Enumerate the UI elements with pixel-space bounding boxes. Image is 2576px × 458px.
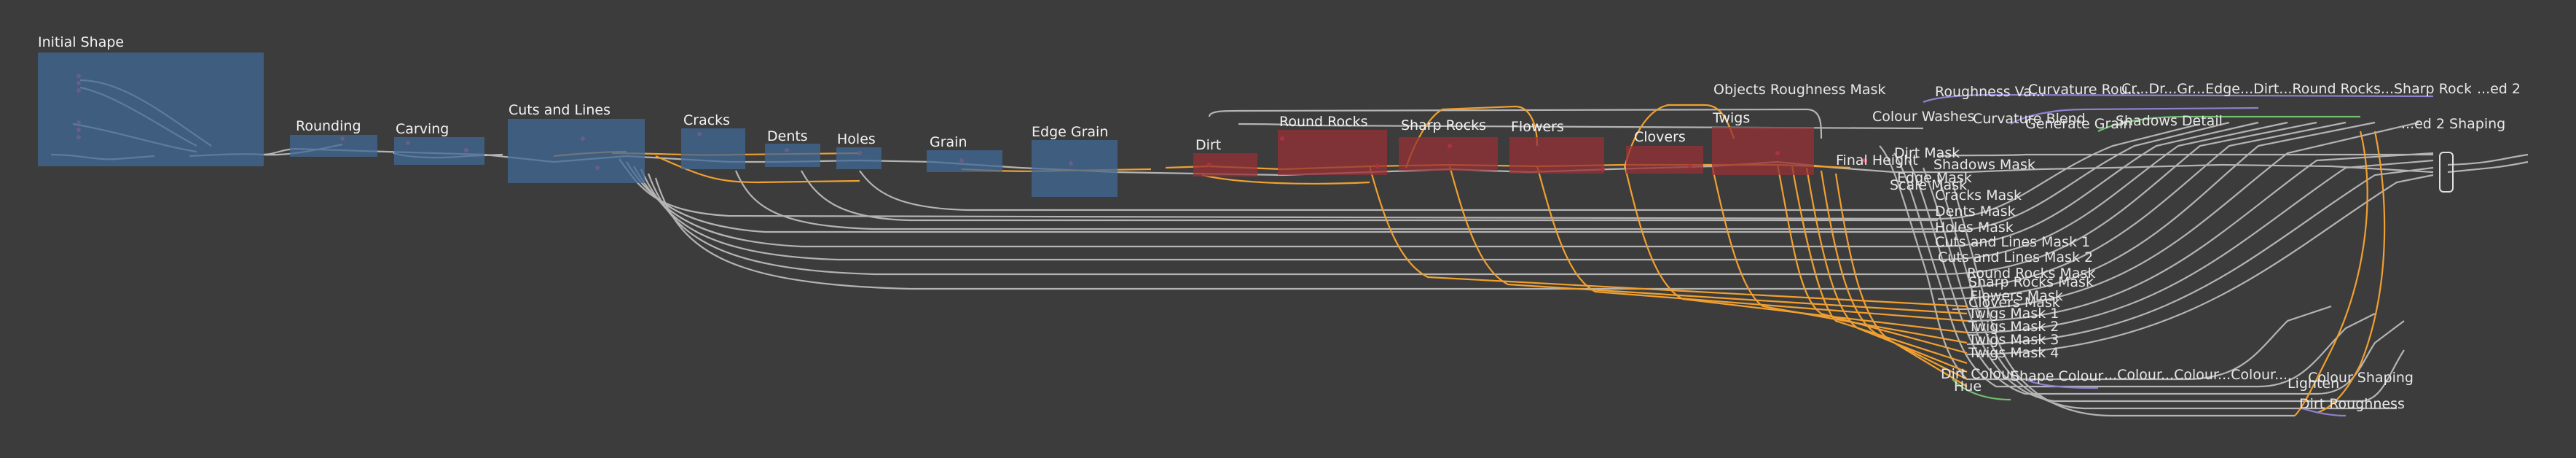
frame-label-twigs: Twigs [1713,110,1751,126]
label-shape-colour: Shape Colour [2011,368,2104,384]
label-roughness-variation: Roughness Va... [1935,84,2045,100]
frame-grain[interactable] [927,150,1002,172]
frame-label-grain: Grain [930,134,967,150]
label-twigs-mask-2: Twigs Mask 2 [1968,319,2059,335]
frame-dirt[interactable] [1193,153,1257,176]
frame-edge-grain[interactable] [1032,140,1118,197]
frame-round-rocks[interactable] [1278,130,1387,175]
frame-label-sharp-rocks: Sharp Rocks [1401,117,1486,133]
label-lighten: Lighten [2288,376,2340,392]
label-dirt-mask: Dirt Mask [1894,145,1960,161]
frame-label-edge-grain: Edge Grain [1032,124,1109,140]
label-shadows-detail: Shadows Detail [2116,113,2223,129]
frame-sharp-rocks[interactable] [1399,137,1498,171]
label-pred-2: ...ed 2 [2477,81,2521,97]
frame-holes[interactable] [836,147,881,169]
frame-label-dents: Dents [767,128,808,144]
frame-cuts-and-lines[interactable] [508,119,645,183]
frame-label-cracks: Cracks [683,112,731,128]
label-dents-mask: Dents Mask [1935,203,2016,220]
label-sharp-rocks-mask: Sharp Rocks Mask [1968,274,2094,290]
label-general-grain: Generate Grain [2025,116,2132,132]
frame-rounding[interactable] [290,135,377,157]
frame-label-dirt: Dirt [1195,137,1222,153]
frame-label-flowers: Flowers [1511,119,1564,135]
label-cuts-and-lines-mask-1: Cuts and Lines Mask 1 [1935,234,2091,250]
label-objects-roughness-mask: Objects Roughness Mask [1713,82,1886,98]
frame-clovers[interactable] [1626,146,1703,174]
frame-cracks[interactable] [681,128,745,169]
label-twigs-mask-4: Twigs Mask 4 [1968,345,2059,361]
frame-label-clovers: Clovers [1634,129,1686,145]
frame-initial-shape[interactable] [38,53,264,166]
label-colour-shaping: ...Colour Shaping [2295,370,2414,386]
accent-wires [1923,93,2434,417]
frame-carving[interactable] [394,137,484,165]
label-holes-mask: Holes Mask [1935,220,2014,236]
label-twigs-mask-3: Twigs Mask 3 [1968,332,2059,348]
frame-label-initial-shape: Initial Shape [38,34,125,50]
label-edge-mask: Edge Mask [1897,170,1972,186]
label-shadows-mask: Shadows Mask [1933,157,2035,173]
label-cracks-mask: Cracks Mask [1935,187,2022,203]
frame-flowers[interactable] [1509,137,1604,174]
grey-wires [50,79,2529,417]
frame-twigs[interactable] [1712,127,1814,175]
label-shaping-2: ...ed 2 Shaping [2401,116,2506,132]
frame-label-round-rocks: Round Rocks [1279,114,1368,130]
label-curvature-blend: Curvature Blend [1973,111,2086,127]
frame-label-holes: Holes [837,131,876,147]
group-output-node[interactable] [2439,152,2454,193]
label-cuts-and-lines-mask-2: Cuts and Lines Mask 2 [1938,249,2094,265]
label-scale-mask: Scale Mask [1890,177,1968,193]
label-bottom-row: ...Colour...Colour...Colour...Colour...C… [2104,368,2286,382]
label-colour-washes: Colour Washes [1872,109,1975,125]
frame-dents[interactable] [765,144,820,167]
label-round-rocks-mask: Round Rocks Mask [1967,265,2096,282]
label-dirt-colour: Dirt Colour [1941,366,2016,382]
label-curvature-rou: Curvature Rou... [2028,82,2141,98]
frame-label-carving: Carving [396,121,449,137]
label-twigs-mask-1: Twigs Mask 1 [1968,306,2059,322]
frame-label-cuts-and-lines: Cuts and Lines [508,102,610,118]
label-clovers-mask: Clovers Mask [1968,295,2060,311]
frame-label-rounding: Rounding [296,118,361,134]
label-final-height: Final Height [1836,152,1918,168]
label-top-row: Cr...Dr...Gr...Edge...Dirt...Round Rocks… [2121,82,2471,96]
label-flowers-mask: Flowers Mask [1970,288,2063,304]
label-hue: Hue [1954,379,1982,395]
label-dirt-roughness: Dirt Roughness [2299,396,2405,412]
